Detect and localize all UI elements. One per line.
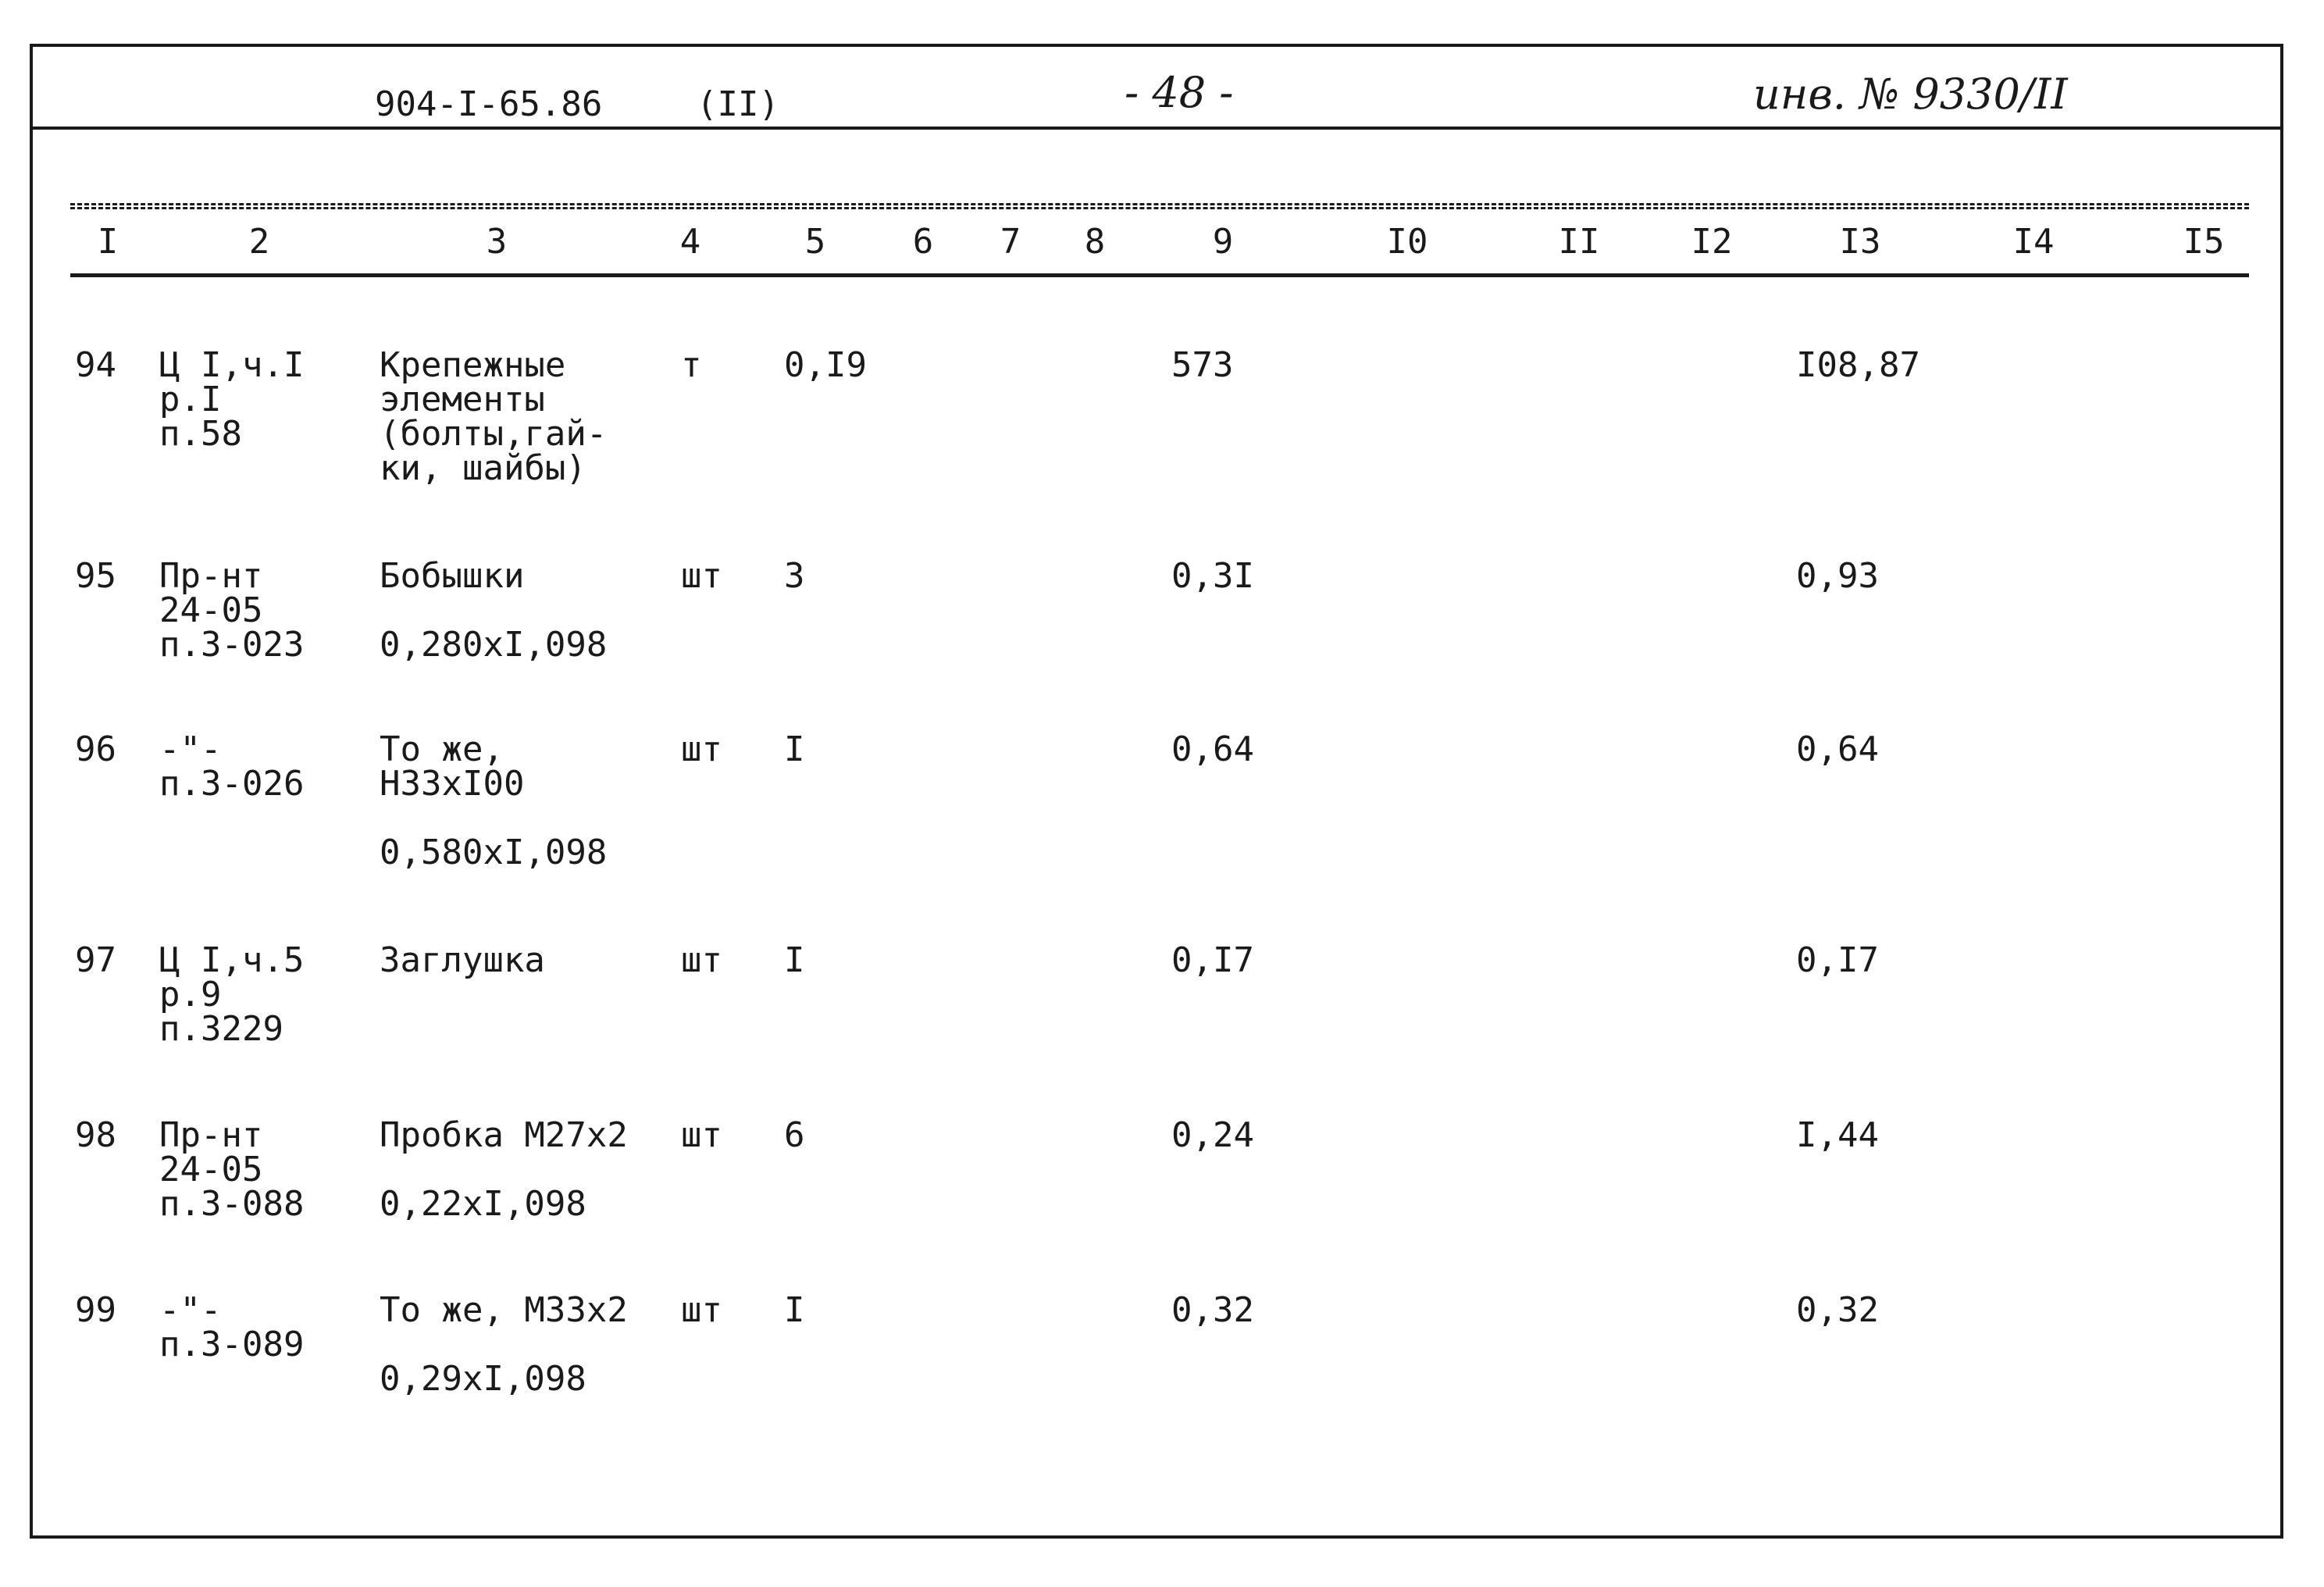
inventory-number: инв. № 9330/II [1753, 70, 2068, 119]
doc-code: 904-I-65.86 [375, 84, 603, 124]
item-name: Заглушка [380, 940, 545, 980]
unit-price: 0,I7 [1171, 940, 1254, 980]
column-number: 2 [248, 222, 270, 262]
total-cost: I08,87 [1796, 345, 1920, 385]
row-number: 97 [75, 940, 116, 980]
row-number: 96 [75, 729, 116, 769]
unit-price: 573 [1171, 345, 1234, 385]
norm-reference: Ц I,ч.5 р.9 п.3229 [159, 940, 305, 1049]
total-cost: 0,93 [1796, 556, 1879, 596]
row-number: 95 [75, 556, 116, 596]
unit-price: 0,3I [1171, 556, 1254, 596]
quantity: 6 [784, 1115, 805, 1155]
column-number: 5 [804, 222, 826, 262]
column-number: I3 [1839, 222, 1881, 262]
column-header-top-rule [70, 203, 2249, 209]
quantity: I [784, 1290, 805, 1330]
unit: шт [681, 1290, 722, 1330]
total-cost: I,44 [1796, 1115, 1879, 1155]
column-number: 9 [1212, 222, 1234, 262]
norm-reference: -"- п.3-089 [159, 1290, 305, 1364]
unit-price: 0,64 [1171, 729, 1254, 769]
item-name: Бобышки 0,280хI,098 [380, 556, 608, 665]
unit: шт [681, 1115, 722, 1155]
row-number: 99 [75, 1290, 116, 1330]
row-number: 98 [75, 1115, 116, 1155]
column-number: I2 [1691, 222, 1733, 262]
norm-reference: Ц I,ч.I р.I п.58 [159, 345, 305, 454]
quantity: 0,I9 [784, 345, 867, 385]
column-number: 4 [679, 222, 701, 262]
unit-price: 0,24 [1171, 1115, 1254, 1155]
column-number: I5 [2183, 222, 2225, 262]
column-number: I [97, 222, 119, 262]
quantity: 3 [784, 556, 805, 596]
norm-reference: Пр-нт 24-05 п.3-088 [159, 1115, 305, 1224]
doc-part: (II) [697, 84, 779, 124]
column-number: 8 [1084, 222, 1106, 262]
item-name: То же, Н33хI00 0,580хI,098 [380, 729, 608, 872]
norm-reference: Пр-нт 24-05 п.3-023 [159, 556, 305, 665]
column-number: 7 [1000, 222, 1021, 262]
unit: шт [681, 940, 722, 980]
column-number: I4 [2012, 222, 2055, 262]
item-name: То же, М33х2 0,29хI,098 [380, 1290, 628, 1399]
item-name: Крепежные элементы (болты,гай- ки, шайбы… [380, 345, 608, 488]
column-number: II [1558, 222, 1600, 262]
column-number: I0 [1386, 222, 1428, 262]
total-cost: 0,64 [1796, 729, 1879, 769]
unit: шт [681, 729, 722, 769]
quantity: I [784, 729, 805, 769]
column-number: 3 [486, 222, 508, 262]
norm-reference: -"- п.3-026 [159, 729, 305, 804]
page-number: - 48 - [1125, 68, 1234, 117]
unit: т [681, 345, 702, 385]
row-number: 94 [75, 345, 116, 385]
unit-price: 0,32 [1171, 1290, 1254, 1330]
column-header-bottom-rule [70, 273, 2249, 277]
header-divider [30, 127, 2283, 130]
item-name: Пробка М27х2 0,22хI,098 [380, 1115, 628, 1224]
column-number: 6 [912, 222, 934, 262]
total-cost: 0,I7 [1796, 940, 1879, 980]
page-frame [30, 44, 2283, 1539]
unit: шт [681, 556, 722, 596]
total-cost: 0,32 [1796, 1290, 1879, 1330]
quantity: I [784, 940, 805, 980]
